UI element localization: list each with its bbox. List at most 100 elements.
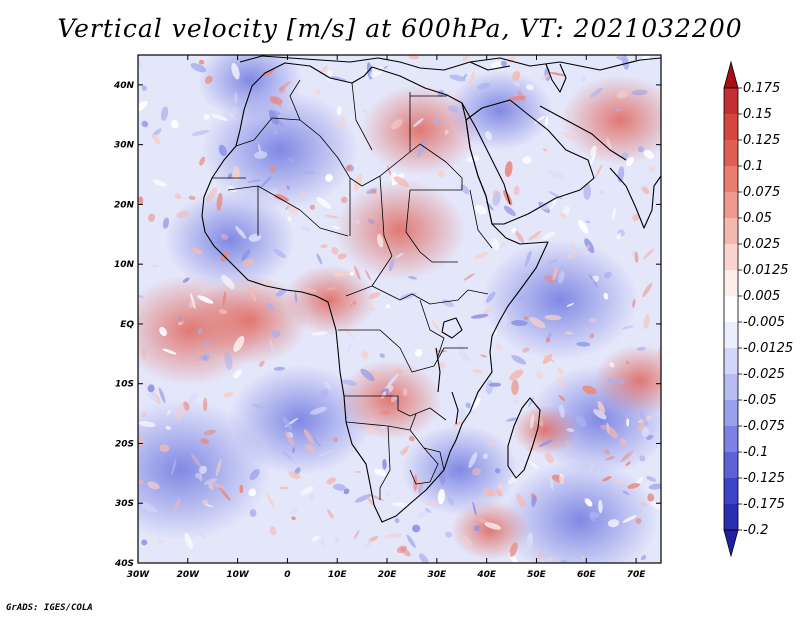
field-speckle xyxy=(535,371,544,380)
africa-coastline xyxy=(201,62,549,523)
field-speckle xyxy=(637,146,644,153)
field-speckle xyxy=(211,114,228,121)
field-speckle xyxy=(365,269,371,281)
field-speckle xyxy=(506,417,519,422)
lat-tick-label: 20N xyxy=(114,200,135,210)
field-speckle xyxy=(316,253,323,265)
field-speckle xyxy=(188,392,198,404)
field-speckle xyxy=(598,500,603,514)
field-speckle xyxy=(465,55,471,62)
field-speckle xyxy=(522,347,530,353)
field-speckle xyxy=(218,309,228,315)
field-speckle xyxy=(141,411,147,418)
field-speckle xyxy=(525,84,534,91)
field-speckle xyxy=(583,244,590,254)
field-speckle xyxy=(354,265,361,280)
field-speckle xyxy=(324,214,340,219)
colorbar-band xyxy=(724,400,738,426)
field-speckle xyxy=(587,462,595,475)
persian-gulf-coast xyxy=(539,105,627,161)
colorbar-band xyxy=(724,348,738,374)
field-speckle xyxy=(631,251,635,257)
field-speckle xyxy=(342,325,355,339)
colorbar-band xyxy=(724,296,738,322)
field-speckle xyxy=(549,476,554,490)
field-speckle xyxy=(377,233,384,248)
field-speckle xyxy=(319,388,329,400)
field-speckle xyxy=(634,251,639,263)
field-speckle xyxy=(538,106,551,115)
field-speckle xyxy=(602,476,612,482)
field-speckle xyxy=(640,555,647,561)
field-speckle xyxy=(576,341,591,347)
colorbar-label: -0.125 xyxy=(743,471,785,486)
field-speckle xyxy=(511,354,527,365)
field-speckle xyxy=(393,176,409,188)
field-speckle xyxy=(368,292,381,300)
field-speckle xyxy=(619,438,627,446)
lat-tick-label: 30N xyxy=(114,141,135,151)
field-speckle xyxy=(544,116,549,127)
field-speckle xyxy=(269,96,283,105)
field-speckle xyxy=(145,380,148,390)
field-speckle xyxy=(157,539,164,544)
field-speckle xyxy=(584,498,593,507)
field-speckle xyxy=(588,274,598,288)
field-speckle xyxy=(345,165,352,171)
field-speckle xyxy=(354,530,360,539)
field-speckle xyxy=(251,403,263,409)
field-speckle xyxy=(632,213,640,222)
field-speckle xyxy=(583,183,592,200)
field-speckle xyxy=(273,193,289,202)
field-speckle xyxy=(141,85,147,91)
field-speckle xyxy=(438,362,446,370)
field-speckle xyxy=(260,176,272,189)
field-speckle xyxy=(294,291,298,303)
field-speckle xyxy=(390,394,398,403)
field-speckle xyxy=(513,81,521,87)
field-speckle xyxy=(301,226,311,232)
field-speckle xyxy=(215,459,222,477)
field-speckle xyxy=(412,524,421,533)
field-speckle xyxy=(590,87,603,98)
field-speckle xyxy=(303,170,315,175)
field-speckle xyxy=(159,327,168,336)
field-speckle xyxy=(580,76,586,82)
field-speckle xyxy=(394,368,403,375)
field-speckle xyxy=(319,65,329,74)
field-speckle xyxy=(190,453,202,468)
field-speckle xyxy=(235,225,247,239)
lake-malawi xyxy=(451,391,459,425)
field-speckle xyxy=(529,414,535,429)
field-speckle xyxy=(367,497,374,505)
field-speckle xyxy=(432,119,441,124)
field-speckle xyxy=(445,531,453,538)
field-speckle xyxy=(474,205,487,215)
colorbar-top-arrow xyxy=(723,60,739,89)
field-speckle xyxy=(138,421,156,428)
field-speckle xyxy=(388,258,395,272)
field-speckle xyxy=(540,201,553,210)
field-speckle xyxy=(141,539,148,546)
field-speckle xyxy=(419,96,422,102)
field-speckle xyxy=(265,492,276,509)
field-speckle xyxy=(241,249,251,262)
field-speckle xyxy=(589,333,595,339)
field-speckle xyxy=(511,319,528,327)
field-speckle xyxy=(611,207,616,221)
field-anomaly xyxy=(448,70,552,150)
field-speckle xyxy=(605,456,616,461)
field-speckle xyxy=(221,274,235,289)
field-speckle xyxy=(159,444,170,453)
field-speckle xyxy=(485,131,492,141)
field-speckle xyxy=(330,76,347,82)
field-speckle xyxy=(385,304,391,309)
field-speckle xyxy=(627,483,640,489)
field-speckle xyxy=(160,106,169,121)
field-speckle xyxy=(557,368,564,374)
field-speckle xyxy=(460,184,470,195)
field-speckle xyxy=(588,152,597,167)
field-speckle xyxy=(366,427,374,435)
lon-tick-label: 20E xyxy=(378,570,398,580)
